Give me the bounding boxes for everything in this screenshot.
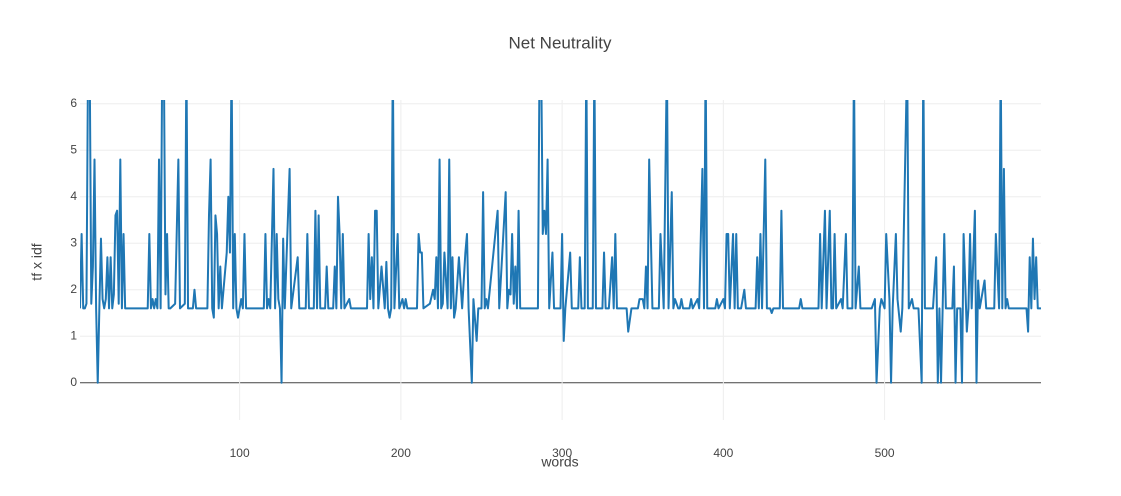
y-axis-title: tf x idf xyxy=(29,243,45,280)
y-tick-label: 5 xyxy=(70,142,77,156)
y-tick-label: 3 xyxy=(70,235,77,249)
line-series xyxy=(80,100,1041,384)
y-tick-label: 4 xyxy=(70,189,77,203)
x-tick-label: 100 xyxy=(230,446,250,460)
chart-title: Net Neutrality xyxy=(509,33,612,52)
x-tick-label: 200 xyxy=(391,446,411,460)
x-tick-label: 500 xyxy=(875,446,895,460)
x-tick-label: 400 xyxy=(713,446,733,460)
x-axis-title: words xyxy=(540,454,578,470)
y-tick-label: 6 xyxy=(70,96,77,110)
y-tick-label: 0 xyxy=(70,375,77,389)
y-tick-label: 2 xyxy=(70,282,77,296)
y-tick-label: 1 xyxy=(70,328,77,342)
x-tick-label: 300 xyxy=(552,446,572,460)
